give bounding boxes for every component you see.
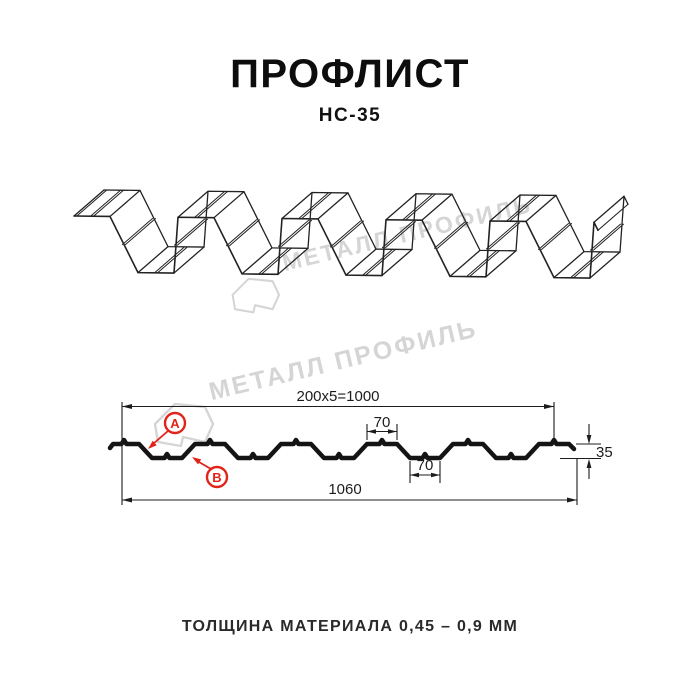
dimension-valley-width: 70 — [409, 457, 441, 483]
callout-b-label: B — [212, 470, 221, 485]
dimension-height-label: 35 — [596, 444, 613, 461]
dimension-total-width: 1060 — [122, 458, 578, 505]
metall-profil-logo-icon — [226, 274, 284, 314]
dimension-height: 35 — [560, 424, 613, 479]
dimension-total-width-label: 1060 — [328, 481, 361, 498]
material-thickness-note: ТОЛЩИНА МАТЕРИАЛА 0,45 – 0,9 ММ — [181, 618, 519, 635]
profile-code: НС-35 — [318, 105, 382, 126]
callout-a: A — [148, 411, 187, 449]
dimension-pitch-label: 200x5=1000 — [297, 388, 380, 405]
dimension-pitch: 200x5=1000 — [121, 388, 555, 505]
callout-b: B — [192, 457, 229, 489]
dimension-valley-width-label: 70 — [417, 457, 434, 474]
page-title: ПРОФЛИСТ — [230, 52, 470, 96]
cross-section-profile — [107, 437, 577, 461]
dimension-crest-width: 70 — [366, 414, 398, 440]
sheet-3d-drawing — [73, 189, 629, 279]
dimension-crest-width-label: 70 — [374, 414, 391, 431]
callout-a-label: A — [170, 416, 180, 431]
header: ПРОФЛИСТ НС-35 — [0, 52, 700, 127]
